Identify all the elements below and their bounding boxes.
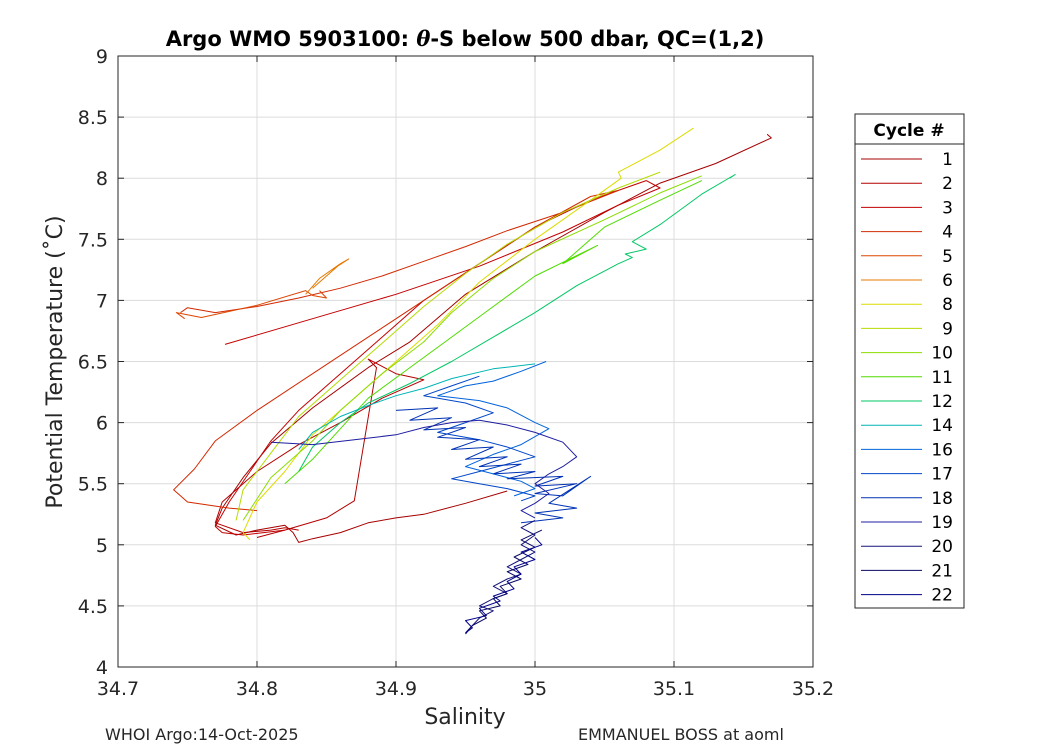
chart-title-part-2: -S below 500 dbar, QC=(1,2) (430, 27, 764, 51)
series-line-cycle-10 (242, 175, 702, 521)
legend-label-cycle-22: 22 (931, 586, 953, 606)
chart-title: Argo WMO 5903100: θ-S below 500 dbar, QC… (166, 26, 765, 51)
legend-label-cycle-2: 2 (942, 174, 953, 194)
y-tick-label: 4 (96, 657, 108, 679)
y-tick-label: 7 (96, 290, 108, 312)
y-tick-labels: 4 4.5 5 5.5 6 6.5 7 7.5 8 8.5 9 (78, 46, 108, 679)
chart-title-theta: θ (416, 26, 430, 51)
series-line-cycle-21 (465, 529, 543, 635)
footer-right-text: EMMANUEL BOSS at aoml (578, 725, 784, 744)
series-line-cycle-19 (270, 419, 578, 519)
legend-label-cycle-17: 17 (931, 465, 953, 485)
legend-label-cycle-1: 1 (942, 150, 953, 170)
legend-label-cycle-20: 20 (931, 537, 953, 557)
x-tick-label: 35.2 (792, 678, 834, 700)
y-tick-label: 4.5 (78, 596, 108, 618)
y-tick-label: 8.5 (78, 107, 108, 129)
legend-label-cycle-6: 6 (942, 271, 953, 291)
series-line-cycle-18 (395, 407, 592, 524)
legend-label-cycle-5: 5 (942, 247, 953, 267)
series-line-cycle-1 (214, 133, 772, 543)
series-line-cycle-14 (298, 363, 536, 450)
legend-box (854, 113, 965, 609)
y-tick-label: 6.5 (78, 352, 108, 374)
series-line-cycle-8 (242, 127, 694, 541)
legend-label-cycle-16: 16 (931, 440, 953, 460)
legend-label-cycle-10: 10 (931, 344, 953, 364)
x-tick-label: 35.1 (653, 678, 695, 700)
series-line-cycle-16 (437, 361, 550, 497)
x-tick-label: 34.7 (97, 678, 139, 700)
footer-left-text: WHOI Argo:14-Oct-2025 (105, 725, 299, 744)
x-tick-label: 34.8 (236, 678, 278, 700)
x-tick-label: 35 (523, 678, 547, 700)
legend-label-cycle-21: 21 (931, 561, 953, 581)
x-tick-labels: 34.7 34.8 34.9 35 35.1 35.2 (97, 678, 834, 700)
y-tick-label: 5 (96, 535, 108, 557)
y-tick-label: 7.5 (78, 229, 108, 251)
series-line-cycle-12 (298, 174, 736, 472)
series-layer (173, 127, 772, 635)
legend-label-cycle-3: 3 (942, 198, 953, 218)
legend-label-cycle-12: 12 (931, 392, 953, 412)
legend-label-cycle-14: 14 (931, 416, 953, 436)
series-line-cycle-9 (235, 171, 661, 521)
series-line-cycle-22 (465, 537, 543, 634)
series-line-cycle-17 (423, 375, 536, 502)
x-tick-label: 34.9 (375, 678, 417, 700)
y-axis-label: Potential Temperature (˚C) (43, 215, 68, 508)
series-line-cycle-4 (173, 189, 619, 512)
y-tick-label: 5.5 (78, 474, 108, 496)
y-tick-label: 8 (96, 168, 108, 190)
legend-title: Cycle # (873, 121, 944, 141)
plot-frame (117, 55, 814, 668)
legend-label-cycle-9: 9 (942, 319, 953, 339)
series-line-cycle-20 (465, 519, 536, 634)
series-line-cycle-2 (214, 358, 425, 538)
legend-label-cycle-11: 11 (931, 368, 953, 388)
y-tick-label: 6 (96, 413, 108, 435)
legend-label-cycle-18: 18 (931, 489, 953, 509)
y-tick-label: 9 (96, 46, 108, 68)
legend-label-cycle-19: 19 (931, 513, 953, 533)
legend-label-cycle-4: 4 (942, 223, 953, 243)
legend-label-cycle-8: 8 (942, 295, 953, 315)
chart-title-part-1: Argo WMO 5903100: (166, 27, 417, 51)
series-line-cycle-11 (284, 180, 703, 485)
series-line-cycle-6 (305, 258, 350, 295)
x-axis-label: Salinity (424, 705, 505, 730)
series-line-cycle-5 (175, 290, 327, 320)
